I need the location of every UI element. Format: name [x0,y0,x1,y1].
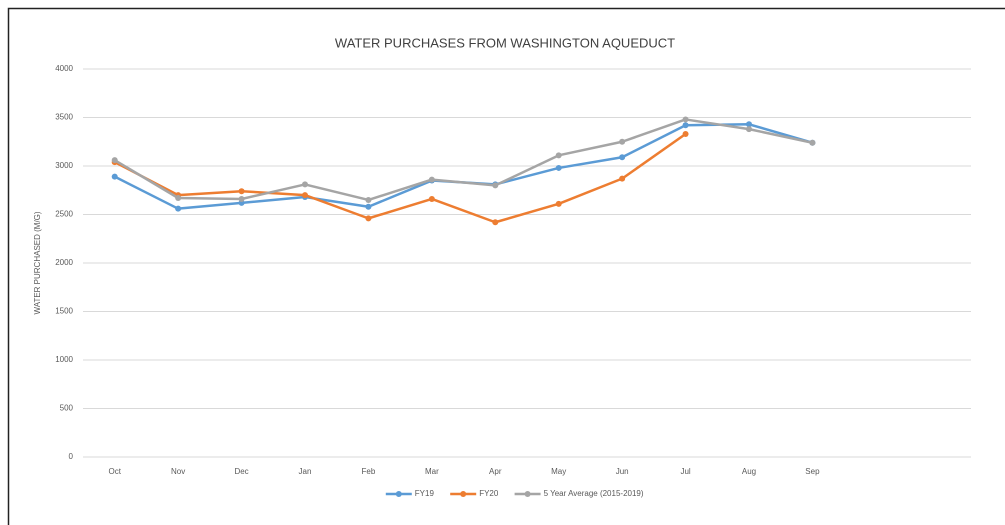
point [682,130,689,137]
point [111,157,118,164]
point [111,173,118,180]
y-tick-label: 2000 [55,258,73,267]
point [238,195,245,202]
point [302,192,308,199]
x-tick-label: Jul [680,467,690,476]
legend-label: FY19 [415,489,435,498]
point [619,154,626,161]
legend-label: FY20 [479,489,499,498]
y-tick-label: 0 [69,452,74,461]
point [428,176,435,183]
point [809,139,816,146]
x-tick-label: Dec [234,467,248,476]
x-tick-label: Feb [362,467,376,476]
y-axis-label: WATER PURCHASED (M/G) [33,211,42,314]
point [365,196,372,203]
x-tick-label: Jan [299,467,312,476]
y-tick-label: 1500 [55,307,73,316]
x-tick-label: Jun [616,467,629,476]
y-tick-label: 500 [60,404,74,413]
point [302,181,308,188]
point [238,188,245,195]
y-tick-label: 1000 [55,355,73,364]
legend-label: 5 Year Average (2015-2019) [544,489,644,498]
point [682,122,689,129]
x-tick-label: Oct [108,467,121,476]
series-line [114,132,687,224]
point [428,195,435,202]
point [555,152,562,159]
point [619,175,626,182]
legend-marker [524,491,531,497]
y-tick-label: 4000 [55,64,73,73]
point [619,138,626,145]
legend-marker [460,491,467,497]
x-tick-label: Nov [171,467,185,476]
point [746,121,752,128]
y-tick-label: 2500 [55,210,73,219]
x-tick-label: Apr [489,467,502,476]
x-tick-label: Aug [742,467,756,476]
point [365,215,372,222]
point [175,205,182,212]
x-tick-label: May [551,467,566,476]
point [746,126,752,133]
point [175,195,182,202]
y-tick-label: 3500 [55,113,73,122]
series-line [114,118,813,202]
frame [7,7,1005,525]
point [555,164,562,171]
legend-marker [395,491,402,497]
point [682,116,689,123]
chart-title: WATER PURCHASES FROM WASHINGTON AQUEDUCT [335,35,675,50]
y-tick-label: 3000 [55,161,73,170]
x-tick-label: Mar [425,467,439,476]
x-tick-label: Sep [805,467,820,476]
point [555,200,562,207]
point [365,203,372,210]
point [492,182,499,189]
point [492,219,499,226]
